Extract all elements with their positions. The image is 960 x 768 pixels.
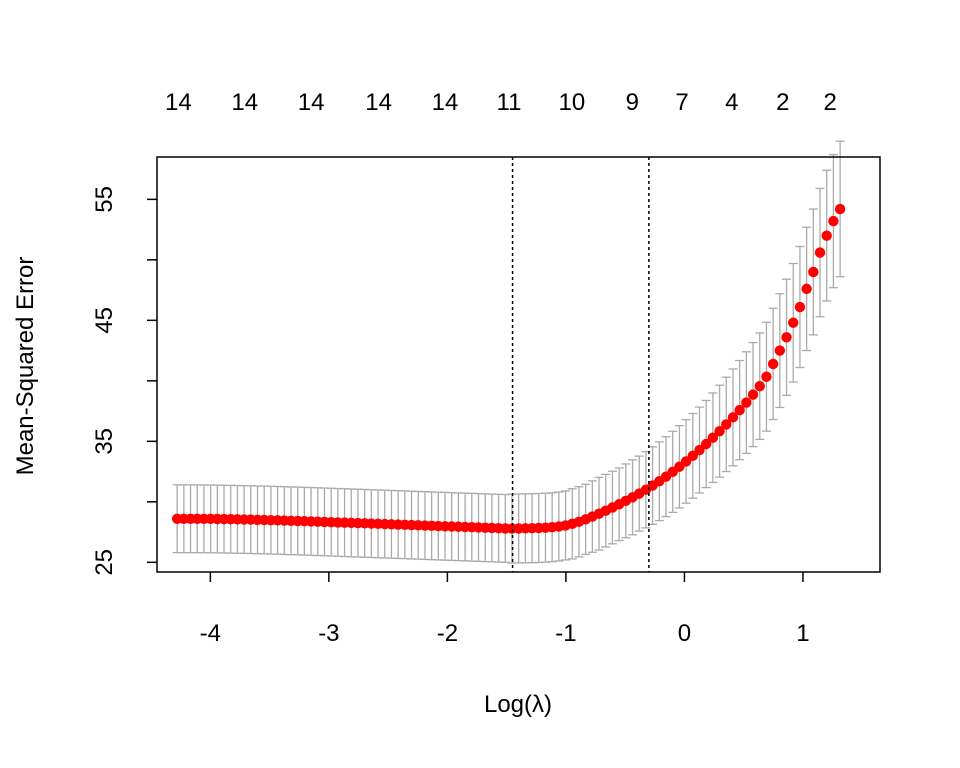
data-point-96 xyxy=(814,247,826,258)
top-label-5: 11 xyxy=(497,89,522,116)
data-point-85 xyxy=(741,397,752,408)
data-point-77 xyxy=(687,450,698,462)
y-axis-title: Mean-Squared Error xyxy=(12,257,39,476)
data-point-98 xyxy=(828,215,839,227)
y-tick-label-0: 25 xyxy=(91,549,118,576)
top-label-6: 10 xyxy=(558,89,585,116)
top-label-9: 4 xyxy=(725,89,738,116)
data-point-89 xyxy=(767,358,779,370)
data-point-81 xyxy=(714,425,725,437)
x-axis-title: Log(λ) xyxy=(484,691,552,718)
data-point-95 xyxy=(808,266,819,278)
data-point-93 xyxy=(794,301,806,313)
y-tick-label-6: 55 xyxy=(91,186,118,213)
data-point-79 xyxy=(700,438,712,450)
x-tick-label-4: 0 xyxy=(678,620,691,647)
data-point-80 xyxy=(707,432,719,443)
top-label-7: 9 xyxy=(626,89,639,116)
data-point-83 xyxy=(727,412,739,423)
data-point-97 xyxy=(821,230,832,241)
x-tick-label-2: -2 xyxy=(437,620,458,647)
top-label-1: 14 xyxy=(231,89,258,116)
data-point-78 xyxy=(694,444,705,456)
x-tick-label-5: 1 xyxy=(796,620,809,647)
data-point-86 xyxy=(747,389,759,400)
data-point-99 xyxy=(834,203,846,215)
data-point-87 xyxy=(754,380,765,392)
data-points xyxy=(171,203,846,534)
data-point-94 xyxy=(801,283,812,295)
top-label-4: 14 xyxy=(432,89,459,116)
top-axis-nonzero-counts: 14 14 14 14 14 11 10 9 7 4 2 2 xyxy=(165,89,837,116)
data-point-82 xyxy=(721,419,732,430)
data-point-92 xyxy=(788,317,799,328)
data-point-84 xyxy=(734,404,745,416)
data-point-90 xyxy=(774,345,786,356)
reference-lines xyxy=(511,157,650,572)
top-label-2: 14 xyxy=(298,89,325,116)
top-label-11: 2 xyxy=(824,89,837,116)
top-label-10: 2 xyxy=(776,89,789,116)
x-axis: -4 -3 -2 -1 0 1 xyxy=(200,572,810,647)
y-axis: 25 35 45 55 xyxy=(91,186,157,576)
data-point-88 xyxy=(761,371,772,382)
top-label-0: 14 xyxy=(165,89,192,116)
y-tick-label-4: 45 xyxy=(91,307,118,334)
x-tick-label-3: -1 xyxy=(555,620,576,647)
top-label-8: 7 xyxy=(675,89,688,116)
data-point-91 xyxy=(781,332,792,343)
y-tick-label-2: 35 xyxy=(91,428,118,455)
x-tick-label-0: -4 xyxy=(200,620,221,647)
x-tick-label-1: -3 xyxy=(318,620,339,647)
top-label-3: 14 xyxy=(365,89,392,116)
error-bars xyxy=(172,140,845,564)
plot-frame xyxy=(156,156,881,573)
